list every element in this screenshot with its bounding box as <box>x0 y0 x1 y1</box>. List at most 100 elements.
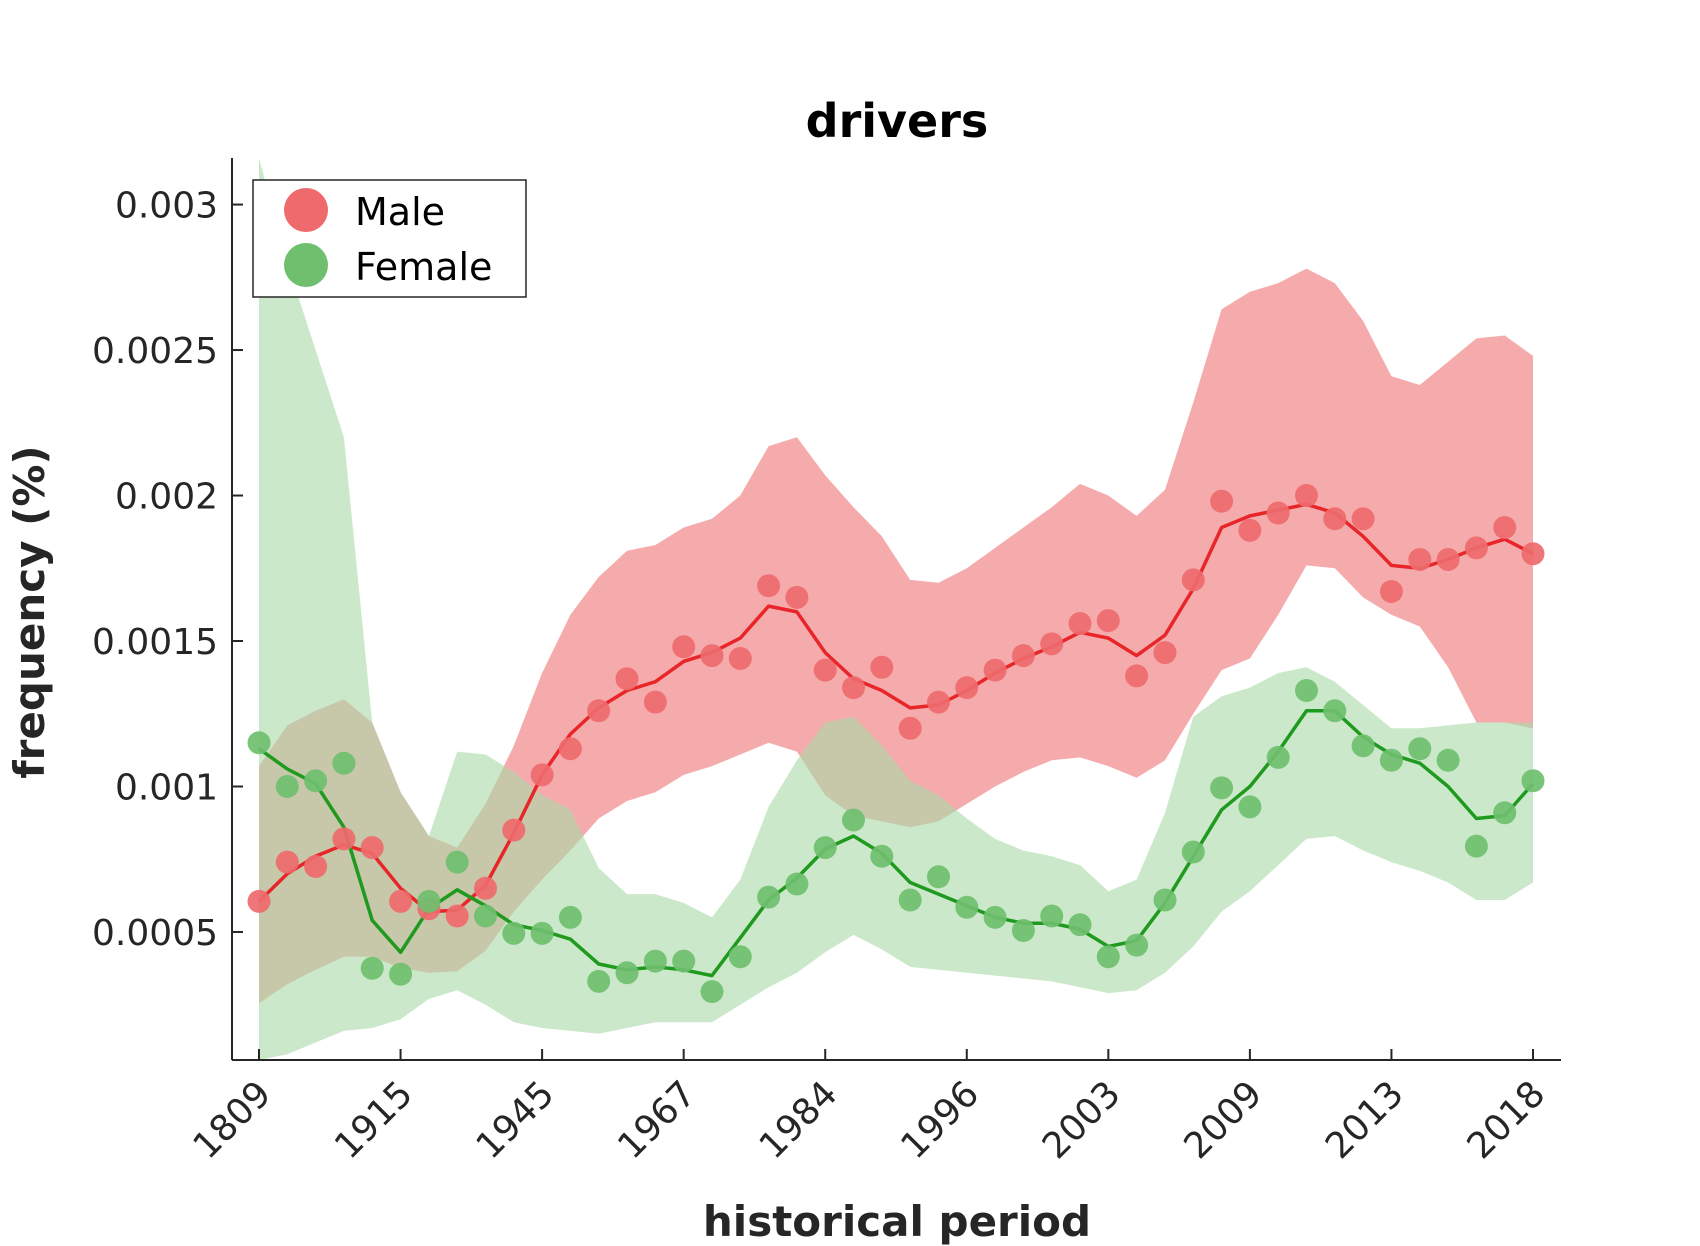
y-tick-label: 0.0025 <box>92 331 218 372</box>
male-data-point <box>502 818 526 842</box>
male-data-point <box>643 690 667 714</box>
y-axis-label: frequency (%) <box>5 445 54 778</box>
female-data-point <box>558 905 582 929</box>
x-tick-label: 1984 <box>752 1073 846 1167</box>
male-data-point <box>587 699 611 723</box>
female-data-point <box>1351 734 1375 758</box>
female-data-point <box>474 904 497 928</box>
female-data-point <box>1521 769 1545 793</box>
legend: Male Female <box>252 179 527 298</box>
female-data-point <box>898 888 922 912</box>
y-tick-label: 0.0005 <box>92 913 218 954</box>
male-data-point <box>1125 664 1149 688</box>
male-data-point <box>247 889 271 913</box>
male-data-point <box>1323 507 1347 531</box>
male-data-point <box>842 676 865 700</box>
male-data-point <box>1464 536 1488 560</box>
legend-marker-male <box>284 188 328 232</box>
female-data-point <box>1493 801 1517 825</box>
male-data-point <box>1379 580 1403 603</box>
male-data-point <box>332 827 356 851</box>
male-data-point <box>1011 644 1035 668</box>
y-tick-label: 0.003 <box>115 186 218 227</box>
male-data-point <box>1210 489 1234 513</box>
female-data-point <box>1436 748 1460 772</box>
female-data-point <box>445 850 469 874</box>
female-data-point <box>587 969 611 993</box>
female-data-point <box>700 980 724 1004</box>
male-data-point <box>615 667 639 691</box>
female-data-point <box>1153 888 1177 912</box>
male-data-point <box>1408 548 1432 571</box>
female-trend-line <box>257 709 1535 978</box>
male-data-point <box>672 635 696 659</box>
female-data-point <box>1379 748 1403 772</box>
male-data-point <box>813 658 837 682</box>
chart-title: drivers <box>806 94 989 148</box>
female-data-point <box>1011 919 1035 942</box>
female-confidence-band <box>259 158 1533 1060</box>
y-tick-label: 0.001 <box>115 767 218 808</box>
legend-marker-female <box>284 243 328 287</box>
male-data-point <box>757 574 781 598</box>
x-tick-label: 1915 <box>327 1073 421 1167</box>
male-data-point <box>1153 641 1177 665</box>
female-data-point <box>1181 840 1205 864</box>
x-tick-label: 1945 <box>469 1073 563 1167</box>
female-data-point <box>1068 913 1092 937</box>
female-data-point <box>728 945 752 969</box>
female-data-point <box>1096 945 1120 969</box>
female-data-point <box>304 769 328 793</box>
female-data-point <box>1464 834 1488 858</box>
male-data-point <box>785 585 809 609</box>
female-data-point <box>417 889 441 913</box>
male-data-point <box>1096 609 1120 633</box>
y-tick-label: 0.002 <box>115 477 218 518</box>
female-data-point <box>1040 904 1064 928</box>
x-tick-label: 2018 <box>1460 1073 1554 1167</box>
x-tick-label: 1809 <box>186 1073 280 1167</box>
x-tick-label: 2003 <box>1035 1073 1129 1167</box>
female-data-point <box>1266 745 1290 769</box>
male-data-point <box>728 647 752 670</box>
male-data-point <box>1351 507 1375 531</box>
female-data-point <box>360 956 384 980</box>
female-data-point <box>1125 933 1149 957</box>
legend-label-female: Female <box>355 245 492 289</box>
y-tick-label: 0.0015 <box>92 622 218 663</box>
female-data-point <box>275 775 299 798</box>
x-axis-ticks: 1809 1915 1945 1967 1984 1996 2003 2009 2013 2018 <box>186 1049 1554 1167</box>
female-data-point <box>247 731 271 755</box>
male-data-point <box>700 644 724 668</box>
female-data-point <box>643 949 667 973</box>
female-data-point <box>813 836 837 860</box>
male-data-point <box>389 889 413 913</box>
male-data-point <box>275 850 299 874</box>
x-axis-label: historical period <box>703 1197 1091 1246</box>
male-data-point <box>1436 548 1460 571</box>
male-data-point <box>983 658 1007 682</box>
female-data-point <box>1323 699 1347 723</box>
x-tick-label: 1967 <box>610 1073 704 1167</box>
male-data-point <box>955 676 979 700</box>
y-axis-ticks: 0.0005 0.001 0.0015 0.002 0.0025 0.003 <box>92 186 243 954</box>
male-confidence-band <box>259 268 1533 1004</box>
male-data-point <box>530 763 554 787</box>
female-data-point <box>983 905 1007 929</box>
female-data-point <box>615 961 639 985</box>
female-data-point <box>530 921 554 945</box>
female-data-point <box>672 949 696 973</box>
male-data-point <box>558 737 582 761</box>
female-data-point <box>389 962 413 986</box>
x-tick-label: 1996 <box>893 1073 987 1167</box>
female-data-point <box>502 921 526 945</box>
male-data-point <box>1295 484 1318 507</box>
female-data-point <box>1210 776 1234 800</box>
female-data-point <box>332 751 356 775</box>
female-data-point <box>757 885 781 909</box>
male-data-point <box>360 836 384 860</box>
female-data-point <box>1295 679 1318 702</box>
male-data-point <box>304 855 328 878</box>
male-data-point <box>1266 501 1290 525</box>
